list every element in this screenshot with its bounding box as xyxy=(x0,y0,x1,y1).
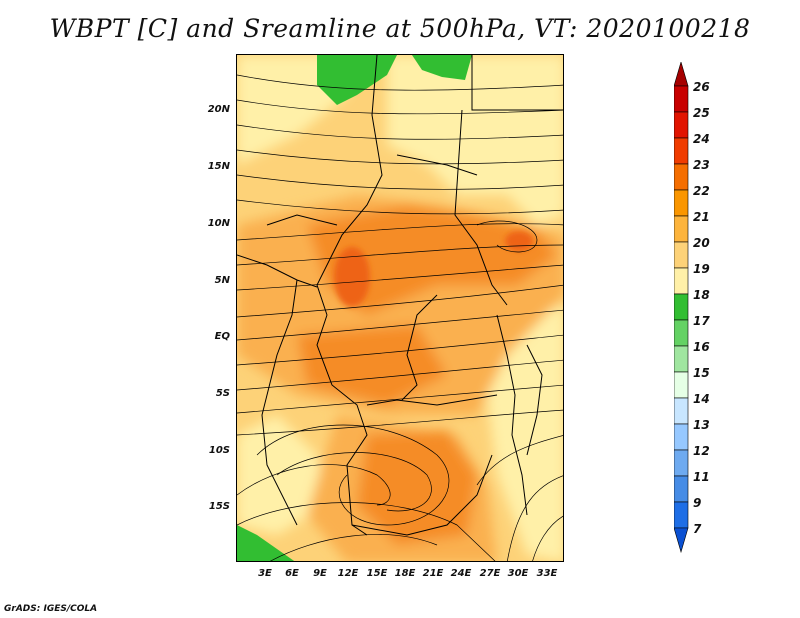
colorbar-segment-9 xyxy=(674,293,689,321)
lon-label-6e: 6E xyxy=(285,568,299,579)
colorbar-label-15: 15 xyxy=(693,366,710,380)
colorbar-segment-4 xyxy=(674,163,689,191)
colorbar-segment-11 xyxy=(674,345,689,373)
map-svg xyxy=(237,55,563,561)
colorbar-label-23: 23 xyxy=(693,158,710,172)
colorbar-label-19: 19 xyxy=(693,262,710,276)
colorbar-segment-6 xyxy=(674,215,689,243)
colorbar-label-17: 17 xyxy=(693,314,710,328)
colorbar-label-12: 12 xyxy=(693,444,710,458)
wbpt-green-patch-north xyxy=(317,55,397,105)
grads-credit: GrADS: IGES/COLA xyxy=(4,604,98,614)
colorbar-segment-16 xyxy=(674,475,689,503)
wbpt-cool-region-east xyxy=(487,305,563,561)
lat-label-5n: 5N xyxy=(214,275,230,286)
colorbar-label-13: 13 xyxy=(693,418,710,432)
lat-label-5s: 5S xyxy=(215,388,230,399)
lon-label-3e: 3E xyxy=(258,568,272,579)
lon-label-24e: 24E xyxy=(450,568,472,579)
colorbar-label-24: 24 xyxy=(693,132,710,146)
lon-label-21e: 21E xyxy=(422,568,444,579)
colorbar-segment-2 xyxy=(674,111,689,139)
lat-label-10n: 10N xyxy=(207,218,230,229)
wbpt-hot-belt xyxy=(307,205,557,315)
lon-label-15e: 15E xyxy=(366,568,388,579)
colorbar-label-9: 9 xyxy=(693,496,702,510)
colorbar-label-14: 14 xyxy=(693,392,710,406)
colorbar-label-25: 25 xyxy=(693,106,710,120)
colorbar-segment-17 xyxy=(674,501,689,529)
colorbar-label-21: 21 xyxy=(693,210,710,224)
lon-label-9e: 9E xyxy=(313,568,327,579)
lat-label-20n: 20N xyxy=(207,104,230,115)
lat-label-15s: 15S xyxy=(208,501,230,512)
wbpt-hotspot-west xyxy=(334,247,370,307)
colorbar-label-20: 20 xyxy=(693,236,710,250)
wbpt-hotspot-east xyxy=(505,231,533,251)
colorbar-label-16: 16 xyxy=(693,340,710,354)
colorbar-segment-14 xyxy=(674,423,689,451)
lon-label-33e: 33E xyxy=(536,568,558,579)
colorbar-label-22: 22 xyxy=(693,184,710,198)
colorbar-segment-13 xyxy=(674,397,689,425)
colorbar-segment-7 xyxy=(674,241,689,269)
lat-label-10s: 10S xyxy=(208,445,230,456)
colorbar-segment-3 xyxy=(674,137,689,165)
colorbar-label-26: 26 xyxy=(693,80,710,94)
chart-title: WBPT [C] and Sreamline at 500hPa, VT: 20… xyxy=(49,14,751,43)
wbpt-green-patch-southwest xyxy=(237,525,295,561)
colorbar-segment-1 xyxy=(674,85,689,113)
colorbar-segment-10 xyxy=(674,319,689,347)
colorbar-label-11: 11 xyxy=(693,470,710,484)
wbpt-cool-region-north xyxy=(387,55,563,225)
colorbar-segment-8 xyxy=(674,267,689,295)
lon-label-30e: 30E xyxy=(507,568,529,579)
lat-label-eq: EQ xyxy=(214,331,230,342)
colorbar-segment-bottom-arrow xyxy=(674,527,689,554)
wbpt-green-patch-north-east xyxy=(412,55,472,80)
wbpt-hot-south xyxy=(357,430,477,545)
lat-label-15n: 15N xyxy=(207,161,230,172)
wbpt-cool-region-southwest xyxy=(237,415,327,535)
colorbar xyxy=(674,62,689,554)
lon-label-18e: 18E xyxy=(394,568,416,579)
colorbar-segment-15 xyxy=(674,449,689,477)
country-borders xyxy=(237,55,563,536)
colorbar-segment-12 xyxy=(674,371,689,399)
colorbar-segment-top-arrow xyxy=(674,62,689,87)
colorbar-label-7: 7 xyxy=(693,522,702,536)
streamlines xyxy=(237,74,563,561)
lon-label-12e: 12E xyxy=(337,568,359,579)
lon-label-27e: 27E xyxy=(479,568,501,579)
map-panel xyxy=(236,54,564,562)
colorbar-label-18: 18 xyxy=(693,288,710,302)
colorbar-segment-5 xyxy=(674,189,689,217)
